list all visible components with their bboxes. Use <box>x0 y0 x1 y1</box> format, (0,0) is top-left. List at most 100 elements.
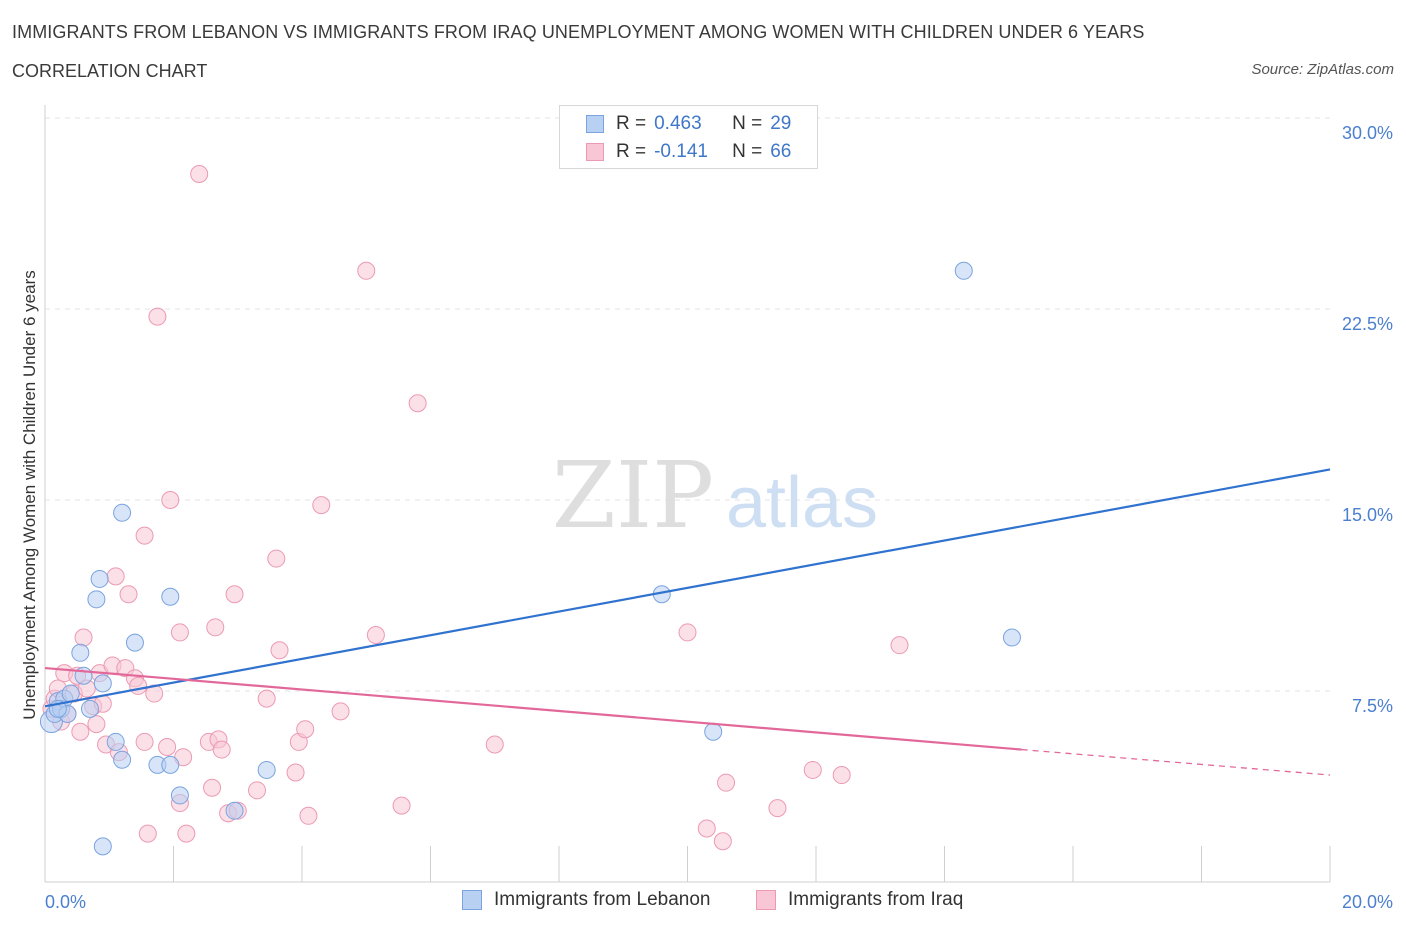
iraq-point <box>296 720 315 739</box>
lebanon-point <box>257 760 276 779</box>
lebanon-point <box>106 732 125 751</box>
lebanon-trendline <box>44 468 1331 708</box>
iraq-trendline-extension <box>1021 748 1331 776</box>
lebanon-point <box>225 801 244 820</box>
legend-r-value: 0.463 <box>654 113 702 134</box>
iraq-point <box>366 625 385 644</box>
iraq-point <box>119 585 138 604</box>
lebanon-point <box>113 503 132 522</box>
chart-title: IMMIGRANTS FROM LEBANON VS IMMIGRANTS FR… <box>12 22 1145 42</box>
lebanon-swatch <box>586 115 604 133</box>
iraq-point <box>87 715 106 734</box>
lebanon-point <box>71 643 90 662</box>
iraq-point <box>161 491 180 509</box>
legend-label-iraq: Immigrants from Iraq <box>788 889 964 910</box>
iraq-point <box>135 732 154 751</box>
iraq-point <box>74 628 93 647</box>
iraq-point <box>170 623 189 642</box>
iraq-point <box>158 738 177 757</box>
trendlines <box>44 468 1331 776</box>
x-tick-label-max: 20.0% <box>1342 892 1393 912</box>
lebanon-point <box>704 722 723 741</box>
legend-label-lebanon: Immigrants from Lebanon <box>494 889 711 910</box>
iraq-point <box>106 567 125 586</box>
lebanon-point <box>93 674 112 693</box>
iraq-point <box>678 623 697 642</box>
legend-n-value: 29 <box>770 113 792 134</box>
iraq-point <box>248 781 267 800</box>
iraq-point <box>203 778 222 797</box>
series-legend: Immigrants from Lebanon Immigrants from … <box>0 889 1406 915</box>
legend-r-value: -0.141 <box>654 141 708 162</box>
iraq-point <box>138 824 157 843</box>
iraq-point <box>392 796 411 815</box>
iraq-point <box>312 496 331 515</box>
iraq-point <box>713 832 732 851</box>
iraq-swatch <box>586 143 604 161</box>
watermark: ZIP atlas <box>552 442 878 549</box>
lebanon-point <box>161 755 180 774</box>
lebanon-point <box>954 261 973 280</box>
y-axis-label: Unemployment Among Women with Children U… <box>20 270 39 719</box>
lebanon-legend-swatch <box>462 890 482 910</box>
x-tick-labels: 0.0% 20.0% <box>45 892 1393 912</box>
series-lebanon-points <box>39 261 1021 856</box>
lebanon-point <box>170 786 189 805</box>
iraq-point <box>408 394 427 413</box>
legend-row-lebanon: R = 0.463 N = 29 <box>586 113 791 135</box>
legend-n-label: N = <box>732 141 763 162</box>
iraq-point <box>257 689 276 708</box>
iraq-point <box>717 773 736 792</box>
iraq-point <box>225 585 244 604</box>
iraq-trendline <box>44 666 1022 751</box>
lebanon-point <box>90 569 109 588</box>
axes <box>44 105 1331 883</box>
iraq-point <box>768 799 787 818</box>
iraq-point <box>177 824 196 843</box>
source-label: Source: ZipAtlas.com <box>1251 61 1394 78</box>
y-tick-labels: 7.5% 15.0% 22.5% 30.0% <box>1342 123 1393 716</box>
iraq-legend-swatch <box>756 890 776 910</box>
legend-r-label: R = <box>616 113 647 134</box>
lebanon-point <box>80 699 99 718</box>
legend-row-iraq: R = -0.141 N = 66 <box>586 141 791 163</box>
y-tick-label: 7.5% <box>1352 696 1393 716</box>
lebanon-point <box>161 587 180 606</box>
iraq-point <box>206 618 225 637</box>
iraq-point <box>135 526 154 545</box>
legend-n-label: N = <box>732 113 763 134</box>
iraq-point <box>832 766 851 785</box>
lebanon-point <box>93 837 112 856</box>
y-tick-label: 30.0% <box>1342 123 1393 143</box>
legend-item-iraq[interactable]: Immigrants from Iraq <box>756 889 963 911</box>
legend-n-value: 66 <box>770 141 792 162</box>
y-tick-label: 22.5% <box>1342 314 1393 334</box>
x-tick-label-min: 0.0% <box>45 892 86 912</box>
iraq-point <box>697 819 716 838</box>
legend-item-lebanon[interactable]: Immigrants from Lebanon <box>462 889 711 911</box>
iraq-point <box>485 735 504 754</box>
legend-r-label: R = <box>616 141 647 162</box>
iraq-point <box>270 641 289 660</box>
lebanon-point <box>1002 628 1021 647</box>
lebanon-point <box>113 750 132 769</box>
watermark-zip: ZIP <box>552 442 714 549</box>
series-iraq-points <box>42 165 909 851</box>
iraq-point <box>190 165 209 184</box>
watermark-atlas: atlas <box>726 463 878 543</box>
iraq-point <box>890 636 909 655</box>
stats-legend: R = 0.463 N = 29 R = -0.141 N = 66 <box>559 105 818 169</box>
iraq-point <box>331 702 350 721</box>
iraq-point <box>299 806 318 825</box>
chart-subtitle: CORRELATION CHART <box>12 61 208 81</box>
gridlines <box>45 117 1330 692</box>
iraq-point <box>71 722 90 741</box>
iraq-point <box>148 307 167 326</box>
iraq-point <box>212 740 231 759</box>
iraq-point <box>267 549 286 568</box>
iraq-point <box>129 676 148 695</box>
lebanon-point <box>87 590 106 609</box>
iraq-point <box>286 763 305 782</box>
iraq-point <box>803 760 822 779</box>
